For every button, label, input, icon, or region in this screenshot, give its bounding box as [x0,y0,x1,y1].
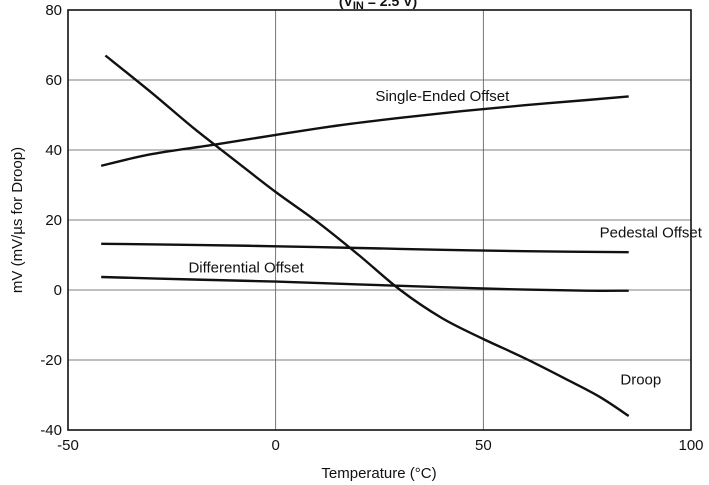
y-tick-label: 20 [45,212,62,229]
y-tick-label: 80 [45,2,62,19]
plot-frame [67,9,692,431]
x-tick-label: 0 [271,437,279,454]
series-line-differential-offset [101,275,629,292]
y-tick-label: 60 [45,72,62,89]
y-tick-label: 0 [54,282,62,299]
series-line-single-ended-offset [100,95,629,167]
series-label-droop: Droop [620,372,661,389]
series-layer: Single-Ended Offset Pedestal Offset Differ… [100,54,703,417]
chart-title: (VIN = 2.5 V) [339,0,417,12]
series-label-differential-offset: Differential Offset [188,260,304,277]
x-tick-label: 50 [475,437,492,454]
x-tick-label: 100 [678,437,703,454]
series-line-droop [104,54,630,417]
y-tick-label: -20 [40,352,62,369]
series-line-pedestal-offset [101,242,629,254]
grid-lines [68,10,691,430]
y-axis-label: mV (mV/µs for Droop) [9,147,26,293]
series-label-pedestal-offset: Pedestal Offset [600,225,703,242]
y-tick-label: -40 [40,422,62,439]
x-tick-label: -50 [57,437,79,454]
x-axis-label: Temperature (°C) [321,465,436,482]
tick-labels: -50 0 50 100 -40 -20 0 20 40 60 80 [40,2,703,454]
series-label-single-ended-offset: Single-Ended Offset [375,88,510,105]
y-tick-label: 40 [45,142,62,159]
